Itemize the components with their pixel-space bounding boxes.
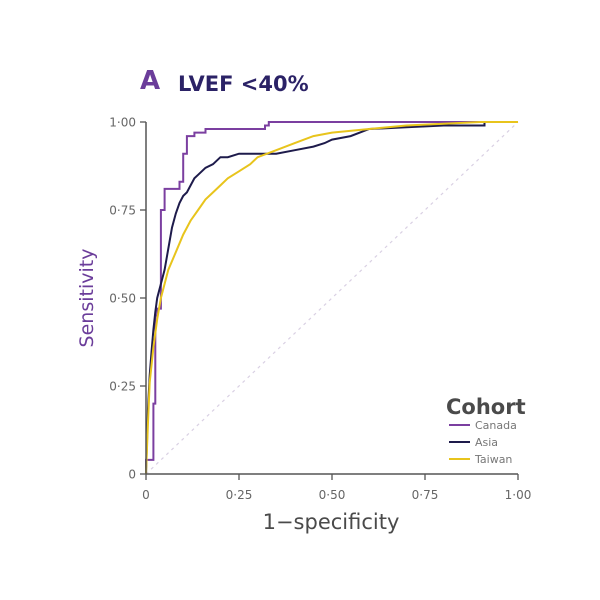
y-tick-label: 1·00 — [109, 116, 136, 130]
panel-letter: A — [140, 66, 160, 96]
y-tick-label: 0·25 — [109, 380, 136, 394]
series-line-taiwan — [145, 121, 518, 475]
reference-diagonal-line — [145, 121, 519, 475]
legend-label-asia: Asia — [475, 436, 498, 449]
y-tick-label: 0 — [128, 468, 136, 482]
y-tick-label: 0·75 — [109, 204, 136, 218]
series-line-canada — [145, 121, 518, 474]
x-tick-label: 1·00 — [505, 488, 532, 502]
legend: Cohort Canada Asia Taiwan — [446, 395, 526, 466]
x-tick-label: 0·75 — [412, 488, 439, 502]
legend-title: Cohort — [446, 395, 526, 419]
chart-title: LVEF <40% — [178, 72, 309, 96]
x-axis-label: 1−specificity — [263, 510, 400, 534]
series-lines-group — [145, 121, 518, 475]
y-tick-label: 0·50 — [109, 292, 136, 306]
y-axis-label: Sensitivity — [76, 249, 98, 348]
x-tick-label: 0 — [142, 488, 150, 502]
x-tick-label: 0·25 — [226, 488, 253, 502]
reference-diagonal-group — [145, 121, 519, 475]
legend-label-canada: Canada — [475, 419, 517, 432]
x-tick-label: 0·50 — [319, 488, 346, 502]
legend-label-taiwan: Taiwan — [474, 453, 512, 466]
axes-group: 0 0·25 0·50 0·75 1·00 0 0·25 0·50 0·75 1·00 — [109, 116, 531, 503]
